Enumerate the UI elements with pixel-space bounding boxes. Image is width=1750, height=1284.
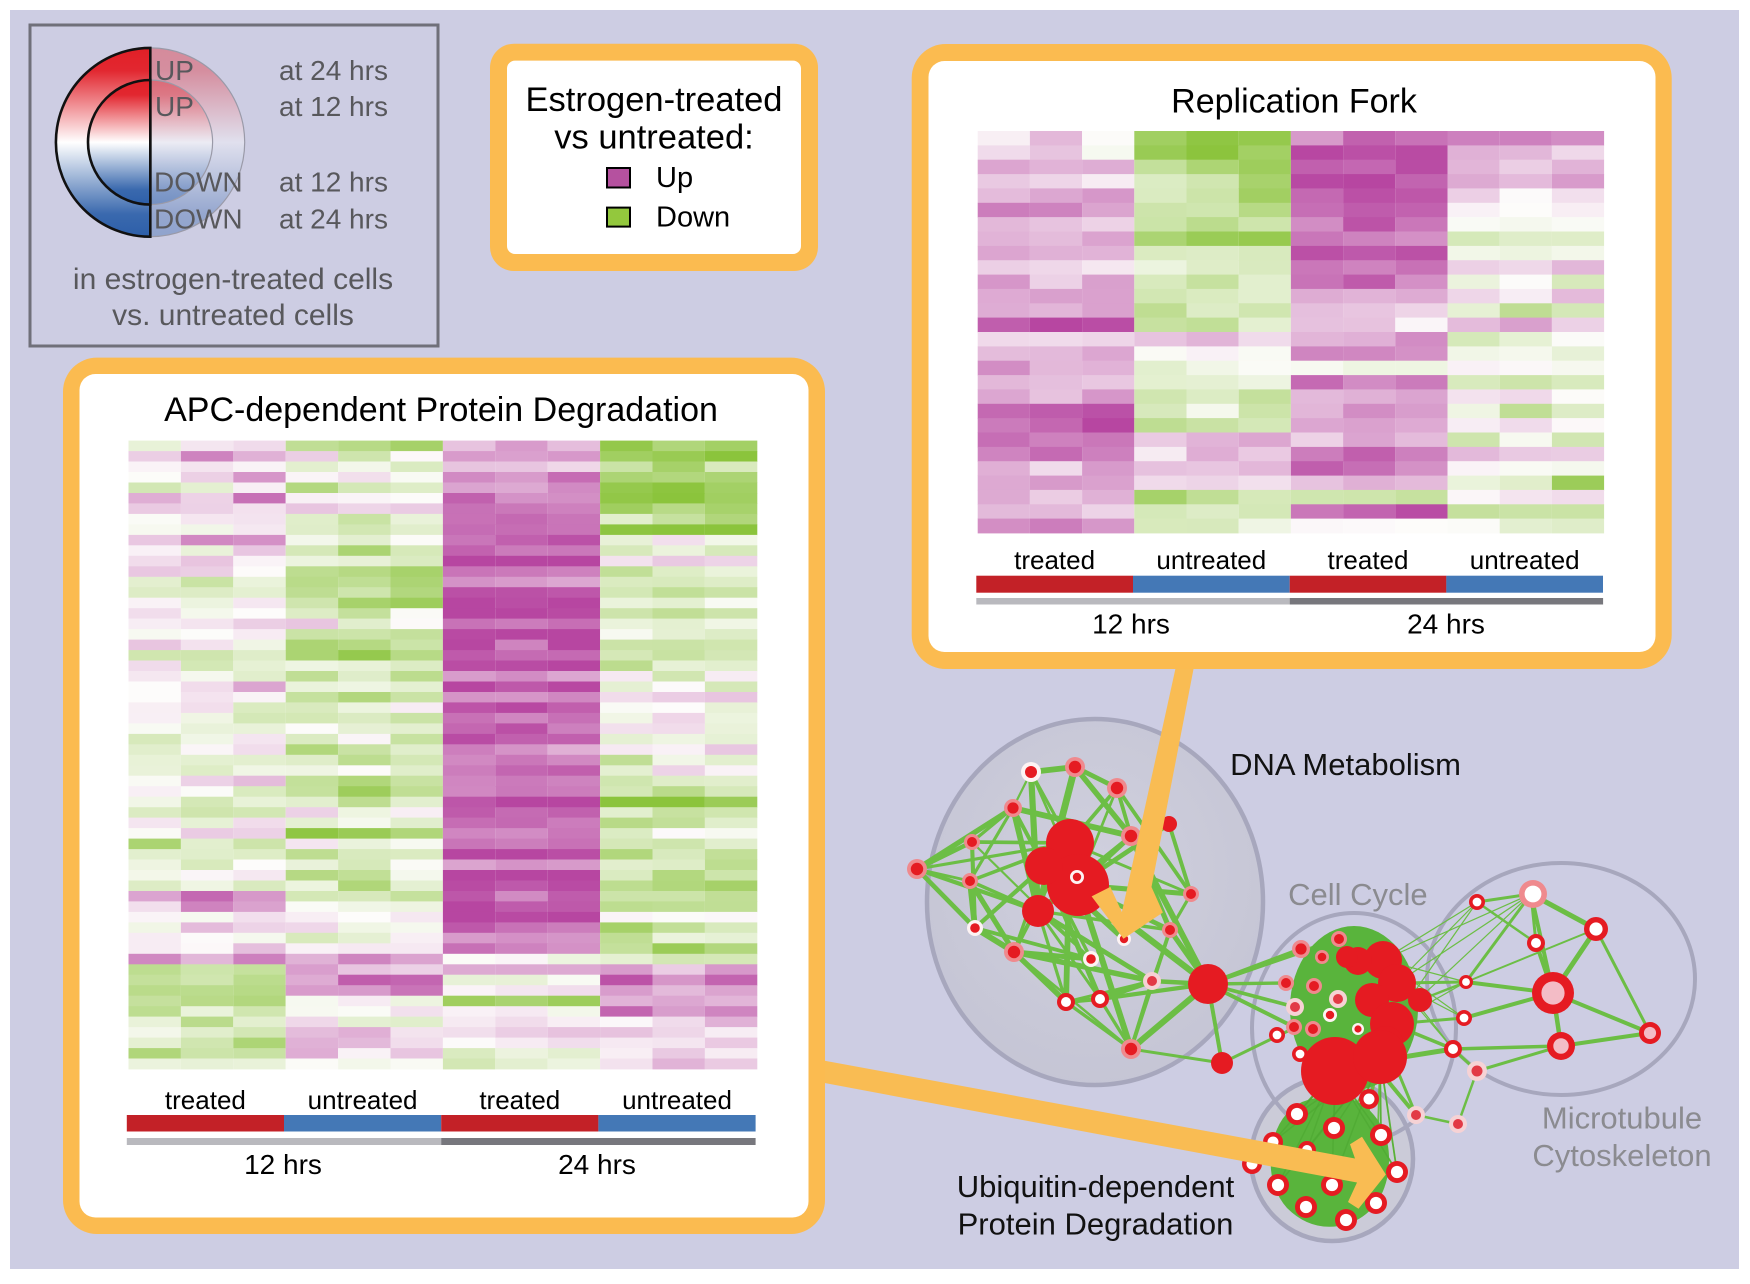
svg-text:12 hrs: 12 hrs [244, 1149, 322, 1180]
svg-text:DOWN: DOWN [154, 204, 243, 235]
svg-text:at 24 hrs: at 24 hrs [279, 204, 388, 235]
svg-text:12 hrs: 12 hrs [1092, 609, 1170, 640]
svg-text:at 24 hrs: at 24 hrs [279, 55, 388, 86]
svg-text:Cell Cycle: Cell Cycle [1288, 877, 1428, 912]
svg-text:untreated: untreated [1470, 545, 1580, 575]
svg-text:UP: UP [155, 55, 194, 86]
svg-text:APC-dependent Protein Degradat: APC-dependent Protein Degradation [164, 391, 718, 429]
svg-text:treated: treated [479, 1085, 560, 1115]
svg-text:DNA Metabolism: DNA Metabolism [1230, 747, 1461, 782]
svg-text:Estrogen-treated: Estrogen-treated [526, 81, 783, 119]
svg-text:treated: treated [1014, 545, 1095, 575]
svg-text:untreated: untreated [622, 1085, 732, 1115]
svg-text:24 hrs: 24 hrs [558, 1149, 636, 1180]
svg-text:vs. untreated cells: vs. untreated cells [112, 299, 354, 332]
svg-text:untreated: untreated [1156, 545, 1266, 575]
svg-text:at 12 hrs: at 12 hrs [279, 167, 388, 198]
svg-text:vs untreated:: vs untreated: [554, 119, 753, 157]
svg-text:treated: treated [1328, 545, 1409, 575]
svg-text:Microtubule: Microtubule [1542, 1101, 1702, 1136]
svg-text:Ubiquitin-dependent: Ubiquitin-dependent [957, 1169, 1235, 1204]
svg-text:treated: treated [165, 1085, 246, 1115]
svg-text:in estrogen-treated cells: in estrogen-treated cells [73, 263, 393, 296]
svg-text:24 hrs: 24 hrs [1407, 609, 1485, 640]
svg-text:Cytoskeleton: Cytoskeleton [1532, 1138, 1711, 1173]
svg-text:Protein Degradation: Protein Degradation [958, 1207, 1234, 1242]
svg-text:UP: UP [155, 91, 194, 122]
svg-text:untreated: untreated [308, 1085, 418, 1115]
svg-text:Replication Fork: Replication Fork [1171, 83, 1418, 121]
svg-text:DOWN: DOWN [154, 167, 243, 198]
svg-text:Down: Down [656, 202, 730, 234]
svg-text:at 12 hrs: at 12 hrs [279, 91, 388, 122]
svg-text:Up: Up [656, 162, 693, 194]
